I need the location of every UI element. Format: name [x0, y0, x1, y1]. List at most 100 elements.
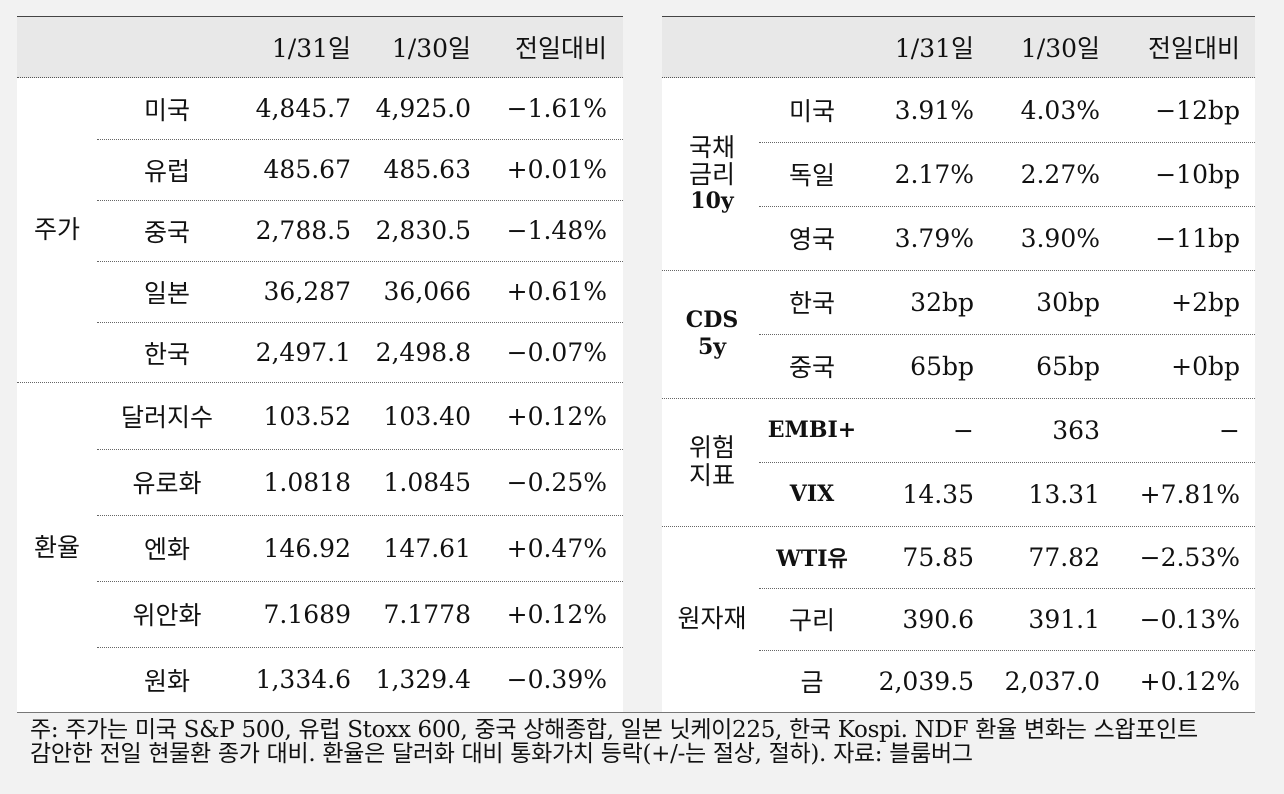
row-value-d0: 65bp: [1036, 351, 1100, 381]
group-label-line: CDS: [685, 307, 739, 333]
row-change: −0.39%: [506, 665, 607, 694]
row-name: 구리: [788, 606, 835, 635]
footnote: 주: 주가는 미국 S&P 500, 유럽 Stoxx 600, 중국 상해종합…: [30, 718, 1250, 766]
row-change: −1.48%: [506, 216, 607, 245]
table-row: 미국 3.91% 4.03% −12bp: [662, 78, 1255, 142]
table-row: 엔화 146.92 147.61 +0.47%: [17, 515, 623, 581]
row-value-d1: 2.17%: [894, 159, 974, 189]
row-change: +0.01%: [506, 155, 607, 184]
header-date-1: 1/31일: [894, 34, 974, 63]
row-name: 독일: [788, 161, 835, 190]
row-name: VIX: [789, 481, 835, 507]
table-row: 한국 32bp 30bp +2bp: [662, 270, 1255, 334]
row-value-d1: 3.91%: [894, 95, 974, 125]
table-row: 위안화 7.1689 7.1778 +0.12%: [17, 581, 623, 647]
group-label-line: 10y: [690, 187, 734, 214]
table-row: 유로화 1.0818 1.0845 −0.25%: [17, 449, 623, 515]
row-value-d0: 485.63: [383, 155, 471, 184]
row-value-d1: 1,334.6: [255, 665, 351, 694]
row-value-d1: 65bp: [910, 351, 974, 381]
row-change: −2.53%: [1139, 542, 1240, 572]
row-value-d0: 77.82: [1028, 542, 1100, 572]
left-table-header: 1/31일 1/30일 전일대비: [17, 16, 623, 78]
row-name: 달러지수: [120, 403, 213, 432]
row-name: 원화: [143, 666, 190, 696]
group-label-line: 위험: [688, 433, 735, 462]
table-row: 일본 36,287 36,066 +0.61%: [17, 261, 623, 322]
table-row: 독일 2.17% 2.27% −10bp: [662, 142, 1255, 206]
row-value-d1: 1.0818: [263, 467, 351, 497]
header-date-1: 1/31일: [271, 34, 351, 63]
header-change: 전일대비: [514, 34, 607, 63]
row-name: WTI유: [776, 546, 848, 572]
row-value-d0: 3.90%: [1020, 223, 1100, 253]
table-row: 미국 4,845.7 4,925.0 −1.61%: [17, 78, 623, 139]
row-change: +0bp: [1171, 351, 1240, 381]
row-value-d0: 363: [1052, 415, 1100, 445]
group-label-fx: 환율: [33, 532, 80, 562]
row-name: 미국: [143, 95, 190, 125]
row-value-d0: 4.03%: [1020, 95, 1100, 125]
header-change: 전일대비: [1147, 34, 1240, 63]
left-market-table: 1/31일 1/30일 전일대비 주가 미국 4,845.7 4,925.0 −…: [17, 16, 623, 712]
group-label-cds: CDS 5y: [662, 270, 762, 398]
footnote-line-1: 주: 주가는 미국 S&P 500, 유럽 Stoxx 600, 중국 상해종합…: [30, 717, 1198, 743]
row-change: +0.47%: [506, 533, 607, 563]
row-change: −10bp: [1155, 159, 1240, 189]
row-value-d0: 2,498.8: [375, 338, 471, 367]
row-change: −0.25%: [506, 467, 607, 497]
row-value-d1: 2,497.1: [255, 338, 351, 367]
row-change: −11bp: [1155, 223, 1240, 253]
header-date-0: 1/30일: [391, 34, 471, 63]
row-change: −0.07%: [506, 338, 607, 367]
row-name: 위안화: [132, 601, 202, 630]
row-value-d1: 2,788.5: [255, 216, 351, 245]
row-value-d0: 2,830.5: [375, 216, 471, 245]
table-row: 구리 390.6 391.1 −0.13%: [662, 588, 1255, 650]
group-label-bond-yield: 국채 금리 10y: [662, 78, 762, 270]
row-change: +0.12%: [506, 599, 607, 629]
row-name: 영국: [788, 225, 835, 254]
row-name: 한국: [788, 289, 835, 318]
table-row: 달러지수 103.52 103.40 +0.12%: [17, 383, 623, 449]
right-table-header: 1/31일 1/30일 전일대비: [662, 16, 1255, 78]
table-row: WTI유 75.85 77.82 −2.53%: [662, 526, 1255, 588]
row-change: −12bp: [1155, 95, 1240, 125]
row-value-d1: 75.85: [902, 542, 974, 572]
row-change: −0.13%: [1139, 604, 1240, 634]
row-name: 중국: [788, 353, 835, 382]
row-name: 중국: [143, 217, 190, 247]
table-row: VIX 14.35 13.31 +7.81%: [662, 462, 1255, 526]
row-value-d0: 7.1778: [383, 599, 471, 629]
row-value-d0: 147.61: [383, 533, 471, 563]
table-row: 금 2,039.5 2,037.0 +0.12%: [662, 650, 1255, 712]
row-change: +0.12%: [1139, 666, 1240, 696]
row-name: 한국: [143, 339, 190, 369]
row-name: EMBI+: [767, 417, 857, 443]
row-change: −: [1219, 415, 1240, 445]
group-label-line: 금리: [688, 159, 735, 189]
group-label-risk: 위험 지표: [662, 398, 762, 526]
table-row: 유럽 485.67 485.63 +0.01%: [17, 139, 623, 200]
group-label-line: 5y: [697, 334, 727, 360]
group-label-line: 지표: [688, 461, 735, 490]
row-value-d1: 4,845.7: [255, 94, 351, 123]
row-value-d1: 32bp: [910, 287, 974, 317]
row-value-d1: 14.35: [902, 479, 974, 509]
table-row: 원화 1,334.6 1,329.4 −0.39%: [17, 647, 623, 712]
table-row: 한국 2,497.1 2,498.8 −0.07%: [17, 322, 623, 383]
row-value-d0: 13.31: [1028, 479, 1100, 509]
table-row: 중국 65bp 65bp +0bp: [662, 334, 1255, 398]
row-change: +2bp: [1171, 287, 1240, 317]
row-change: +7.81%: [1139, 479, 1240, 509]
right-market-table: 1/31일 1/30일 전일대비 국채 금리 10y 미국 3.91% 4.03…: [662, 16, 1255, 712]
row-name: 금: [800, 668, 824, 697]
row-value-d1: 485.67: [263, 155, 351, 184]
row-name: 일본: [143, 278, 190, 308]
row-name: 유로화: [132, 469, 202, 498]
row-value-d1: 2,039.5: [878, 666, 974, 696]
row-value-d0: 2,037.0: [1004, 666, 1100, 696]
table-bottom-rule: [17, 712, 1255, 713]
row-value-d1: 390.6: [902, 604, 974, 634]
group-label-line: 국채: [688, 132, 735, 162]
